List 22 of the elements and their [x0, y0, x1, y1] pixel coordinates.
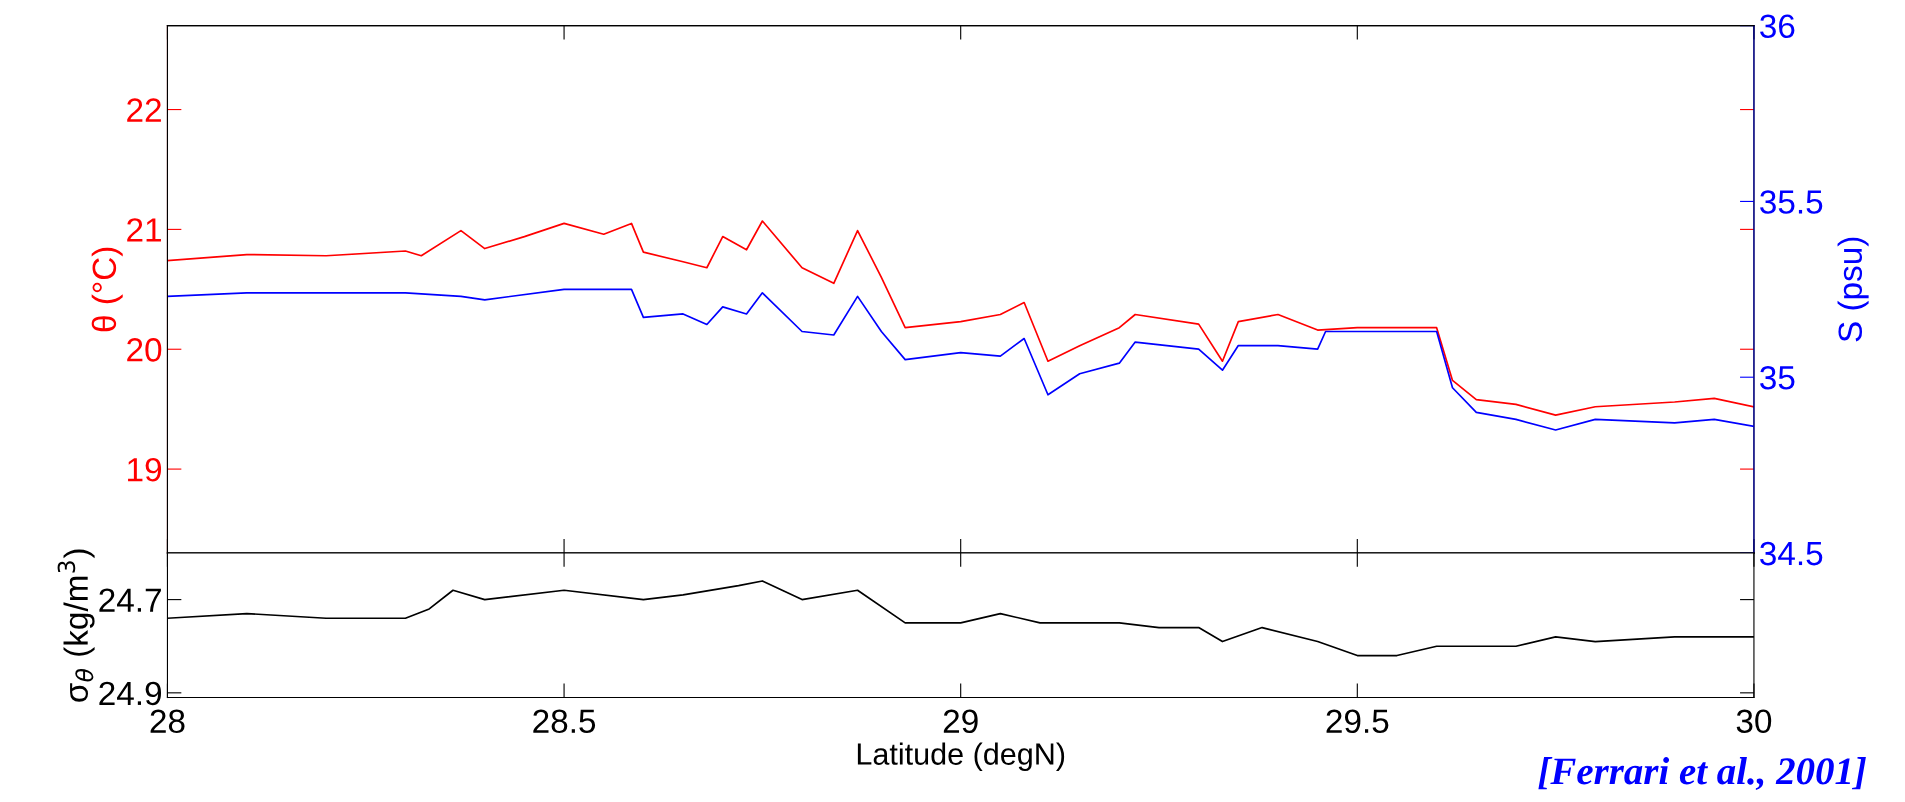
y-axis-title: θ (°C) — [91, 247, 123, 332]
y2-tick-label: 34.5 — [1760, 541, 1823, 566]
y-tick-label: 19 — [128, 457, 162, 482]
y-tick-label: 24.9 — [99, 681, 162, 706]
y2-tick-label: 35.5 — [1760, 190, 1823, 214]
y-axis-title: σ$_{θ}$ (kg/m$^{3}$) — [57, 549, 95, 702]
y2-tick-label: 35 — [1760, 366, 1795, 390]
line-series — [167, 220, 1754, 416]
y-tick-label: 20 — [127, 338, 162, 362]
text: [Ferrari et al., 2001] — [1538, 757, 1866, 791]
y-tick-label: 24.7 — [99, 588, 161, 612]
y-tick-label: 22 — [127, 98, 161, 122]
x-tick-label: 29.5 — [1326, 709, 1389, 734]
x-tick-label: 28 — [150, 709, 185, 734]
x-axis-title: Latitude (degN) — [857, 742, 1065, 771]
y2-axis-title: S (psu) — [1837, 237, 1869, 342]
y2-tick-label: 36 — [1760, 14, 1795, 39]
x-tick-label: 30 — [1736, 709, 1772, 734]
x-tick-label: 29 — [943, 709, 978, 734]
x-tick-label: 28.5 — [533, 709, 596, 734]
line-series — [167, 288, 1754, 431]
y-tick-label: 21 — [127, 218, 161, 242]
